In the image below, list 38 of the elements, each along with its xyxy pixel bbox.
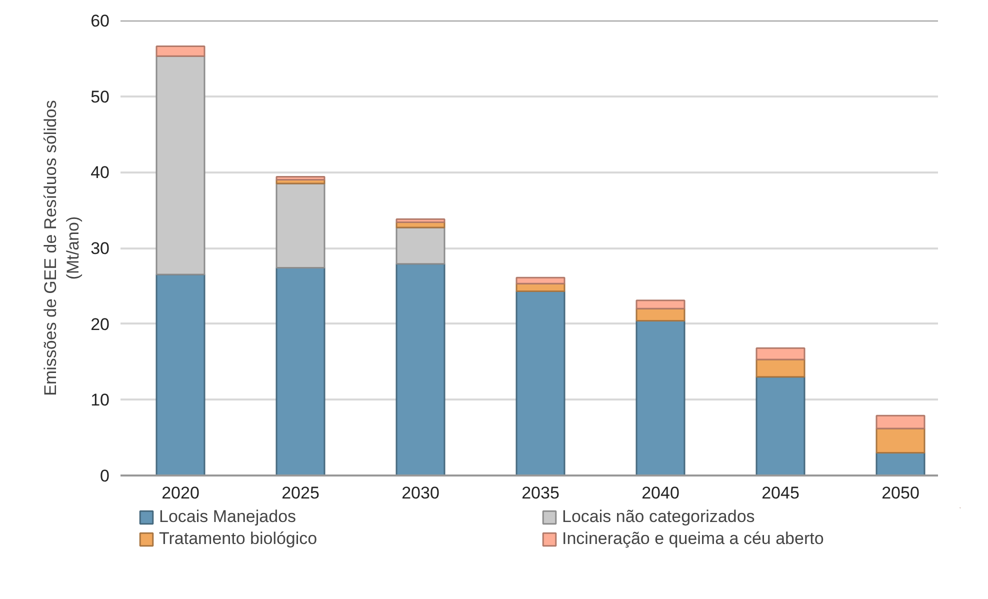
bar	[636, 320, 686, 476]
bar	[396, 218, 446, 223]
bar	[276, 266, 326, 476]
x-tick-label: 2050	[882, 484, 920, 502]
legend-label: Locais não categorizados	[562, 507, 756, 527]
x-tick-label: 2030	[402, 484, 440, 502]
bar	[516, 290, 566, 476]
bar	[396, 263, 446, 476]
bar	[876, 428, 926, 454]
bar	[276, 176, 326, 180]
bar	[876, 414, 926, 430]
bar	[156, 274, 206, 476]
bar	[756, 347, 806, 360]
x-tick-label: 2035	[522, 484, 560, 502]
legend-label: Incineração e queima a céu aberto	[562, 529, 825, 549]
y-axis-title: Emissões de GEE de Resíduos sólidos (Mt/ano)	[40, 100, 83, 396]
y-tick-label: 40	[90, 163, 110, 182]
bar	[516, 276, 566, 284]
bar	[636, 300, 686, 310]
bar	[156, 46, 206, 57]
y-tick-label: 10	[90, 390, 110, 410]
x-tick-label: 2045	[762, 484, 800, 502]
bar	[156, 55, 206, 276]
bar	[756, 376, 806, 476]
legend-label: Locais Manejados	[159, 507, 298, 527]
bar	[396, 226, 446, 265]
bar	[756, 358, 806, 378]
x-tick-label: 2025	[282, 484, 320, 502]
legend-label: Tratamento biológico	[159, 529, 318, 549]
y-tick-label: 20	[90, 314, 110, 334]
bar	[876, 452, 926, 476]
y-tick-label: 30	[90, 239, 110, 258]
y-tick-label: 60	[90, 12, 110, 30]
bar	[276, 182, 326, 268]
y-tick-label: 50	[90, 87, 110, 106]
x-tick-label: 2040	[642, 484, 680, 502]
y-tick-label: 0	[100, 466, 110, 486]
x-tick-label: 2020	[162, 484, 200, 502]
